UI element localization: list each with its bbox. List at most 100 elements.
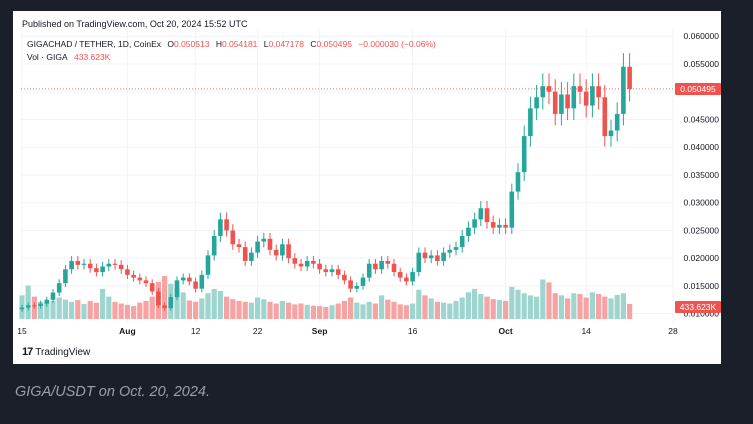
volume-bar	[56, 297, 62, 319]
candlestick-chart: 0.0600000.0550000.0500000.0450000.040000…	[17, 29, 721, 336]
candle-body	[317, 263, 322, 270]
volume-badge	[675, 301, 721, 313]
volume-bar	[453, 300, 459, 319]
candle-body	[56, 283, 62, 293]
volume-bar	[44, 302, 50, 319]
volume-bar	[416, 289, 422, 319]
volume-bar	[180, 292, 186, 319]
volume-bar	[329, 305, 335, 319]
volume-bar	[149, 296, 155, 319]
candle-body	[379, 260, 384, 270]
figure-caption: GIGA/USDT on Oct. 20, 2024.	[15, 384, 211, 400]
candle-body	[571, 86, 577, 109]
low-label: L	[263, 39, 269, 49]
volume-bar	[143, 300, 149, 319]
volume-bar	[490, 299, 496, 319]
volume-bar	[465, 292, 471, 319]
volume-bar	[292, 304, 298, 319]
candle-body	[397, 272, 403, 278]
candle-body	[521, 136, 527, 173]
candle-body	[125, 269, 130, 275]
candle-body	[106, 263, 112, 267]
candle-body	[118, 264, 124, 270]
candle-body	[608, 130, 614, 137]
candle-body	[621, 66, 626, 114]
volume-bar	[527, 295, 533, 319]
candle-body	[205, 255, 211, 275]
volume-bar	[236, 300, 242, 319]
volume-bar	[422, 295, 428, 319]
volume-bar	[571, 293, 577, 319]
candle-body	[435, 255, 440, 261]
volume-bar	[577, 294, 583, 319]
candle-body	[552, 91, 558, 114]
candle-body	[187, 277, 192, 282]
y-tick-label: 0.015000	[684, 281, 720, 291]
x-axis: 15 Aug 12 22 Sep 16 Oct 14 28	[17, 326, 678, 336]
candle-body	[385, 260, 391, 264]
volume-bar	[410, 303, 416, 319]
candle-body	[416, 252, 422, 273]
volume-bar	[565, 298, 571, 319]
y-tick-label: 0.055000	[684, 59, 720, 69]
y-tick-label: 0.060000	[684, 31, 720, 41]
volume-bar	[620, 293, 626, 319]
volume-value: 433.623K	[74, 52, 111, 62]
candle-body	[627, 66, 632, 89]
published-line: Published on TradingView.com, Oct 20, 20…	[22, 19, 248, 29]
volume-bar	[118, 303, 124, 319]
volume-bar	[62, 299, 68, 319]
volume-bar	[614, 294, 620, 319]
volume-bar	[403, 305, 409, 319]
candle-body	[490, 222, 496, 228]
candle-body	[466, 227, 471, 236]
volume-bar	[25, 285, 31, 319]
chart-panel: 0.0600000.0550000.0500000.0450000.040000…	[13, 11, 721, 364]
candle-body	[342, 274, 347, 281]
candle-body	[255, 241, 260, 253]
chart-grid	[21, 29, 674, 322]
candle-body	[534, 97, 539, 109]
volume-bar	[447, 303, 453, 319]
volume-bar	[230, 299, 236, 319]
tradingview-logo[interactable]: 17 TradingView	[22, 346, 90, 358]
tradingview-logo-text: TradingView	[35, 346, 91, 358]
candle-body	[87, 263, 93, 269]
x-tick-label: 12	[191, 326, 201, 336]
volume-bar	[478, 294, 484, 319]
volume-bar	[162, 276, 168, 319]
candle-body	[497, 224, 502, 228]
x-tick-label: Sep	[312, 326, 328, 336]
candle-body	[69, 260, 74, 270]
candle-body	[590, 86, 595, 106]
x-tick-label: Oct	[499, 326, 513, 336]
volume-bar	[224, 296, 230, 319]
volume-bars	[19, 276, 633, 319]
candle-body	[614, 113, 620, 131]
candle-body	[44, 299, 50, 304]
y-tick-label: 0.040000	[684, 142, 720, 152]
volume-bar	[434, 301, 440, 319]
open-label: O	[167, 39, 174, 49]
volume-bar	[459, 297, 465, 319]
volume-bar	[602, 296, 608, 319]
volume-bar	[341, 300, 347, 319]
candle-body	[540, 86, 546, 98]
candle-body	[583, 91, 589, 106]
volume-bar	[255, 297, 261, 319]
tradingview-logo-icon: 17	[22, 346, 33, 358]
candle-body	[503, 224, 508, 228]
candle-body	[404, 277, 409, 282]
candle-body	[329, 269, 335, 273]
volume-bar	[558, 295, 564, 319]
volume-bar	[441, 302, 447, 319]
volume-bar	[379, 295, 385, 319]
volume-bar	[534, 296, 540, 319]
change-value: −0.000030 (−0.06%)	[358, 39, 436, 49]
candle-body	[280, 244, 285, 256]
candle-body	[112, 263, 118, 265]
candle-body	[360, 277, 366, 286]
candle-body	[410, 272, 415, 282]
candle-body	[515, 172, 521, 192]
candle-body	[25, 305, 31, 308]
